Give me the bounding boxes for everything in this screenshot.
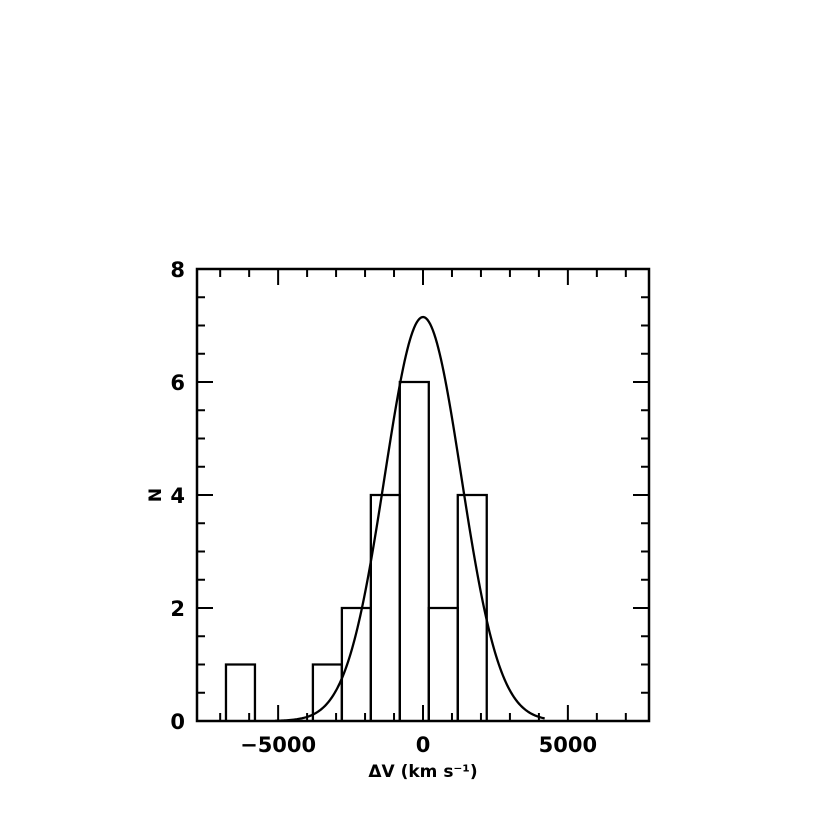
x-tick-label: −5000 (240, 733, 316, 757)
histogram-bars (224, 380, 488, 721)
x-tick-labels: −5000 0 5000 (240, 733, 597, 757)
y-tick-labels: 0 2 4 6 8 (170, 258, 185, 734)
gaussian-fit-curve (275, 315, 545, 722)
y-axis-label: N (146, 488, 166, 502)
histogram-bar (224, 663, 257, 721)
x-axis-label: ΔV (km s⁻¹) (368, 762, 477, 782)
axis-ticks (197, 268, 649, 722)
histogram-bar (427, 606, 459, 721)
y-tick-label: 8 (170, 258, 185, 282)
y-tick-label: 6 (170, 371, 185, 395)
y-tick-label: 4 (170, 484, 185, 508)
plot-frame (195, 267, 651, 723)
histogram-bar (398, 380, 430, 721)
x-tick-label: 5000 (539, 733, 597, 757)
x-tick-label: 0 (416, 733, 431, 757)
y-tick-label: 2 (170, 597, 185, 621)
histogram-bar (456, 493, 488, 721)
y-tick-label: 0 (170, 710, 185, 734)
histogram-bar (369, 493, 401, 721)
